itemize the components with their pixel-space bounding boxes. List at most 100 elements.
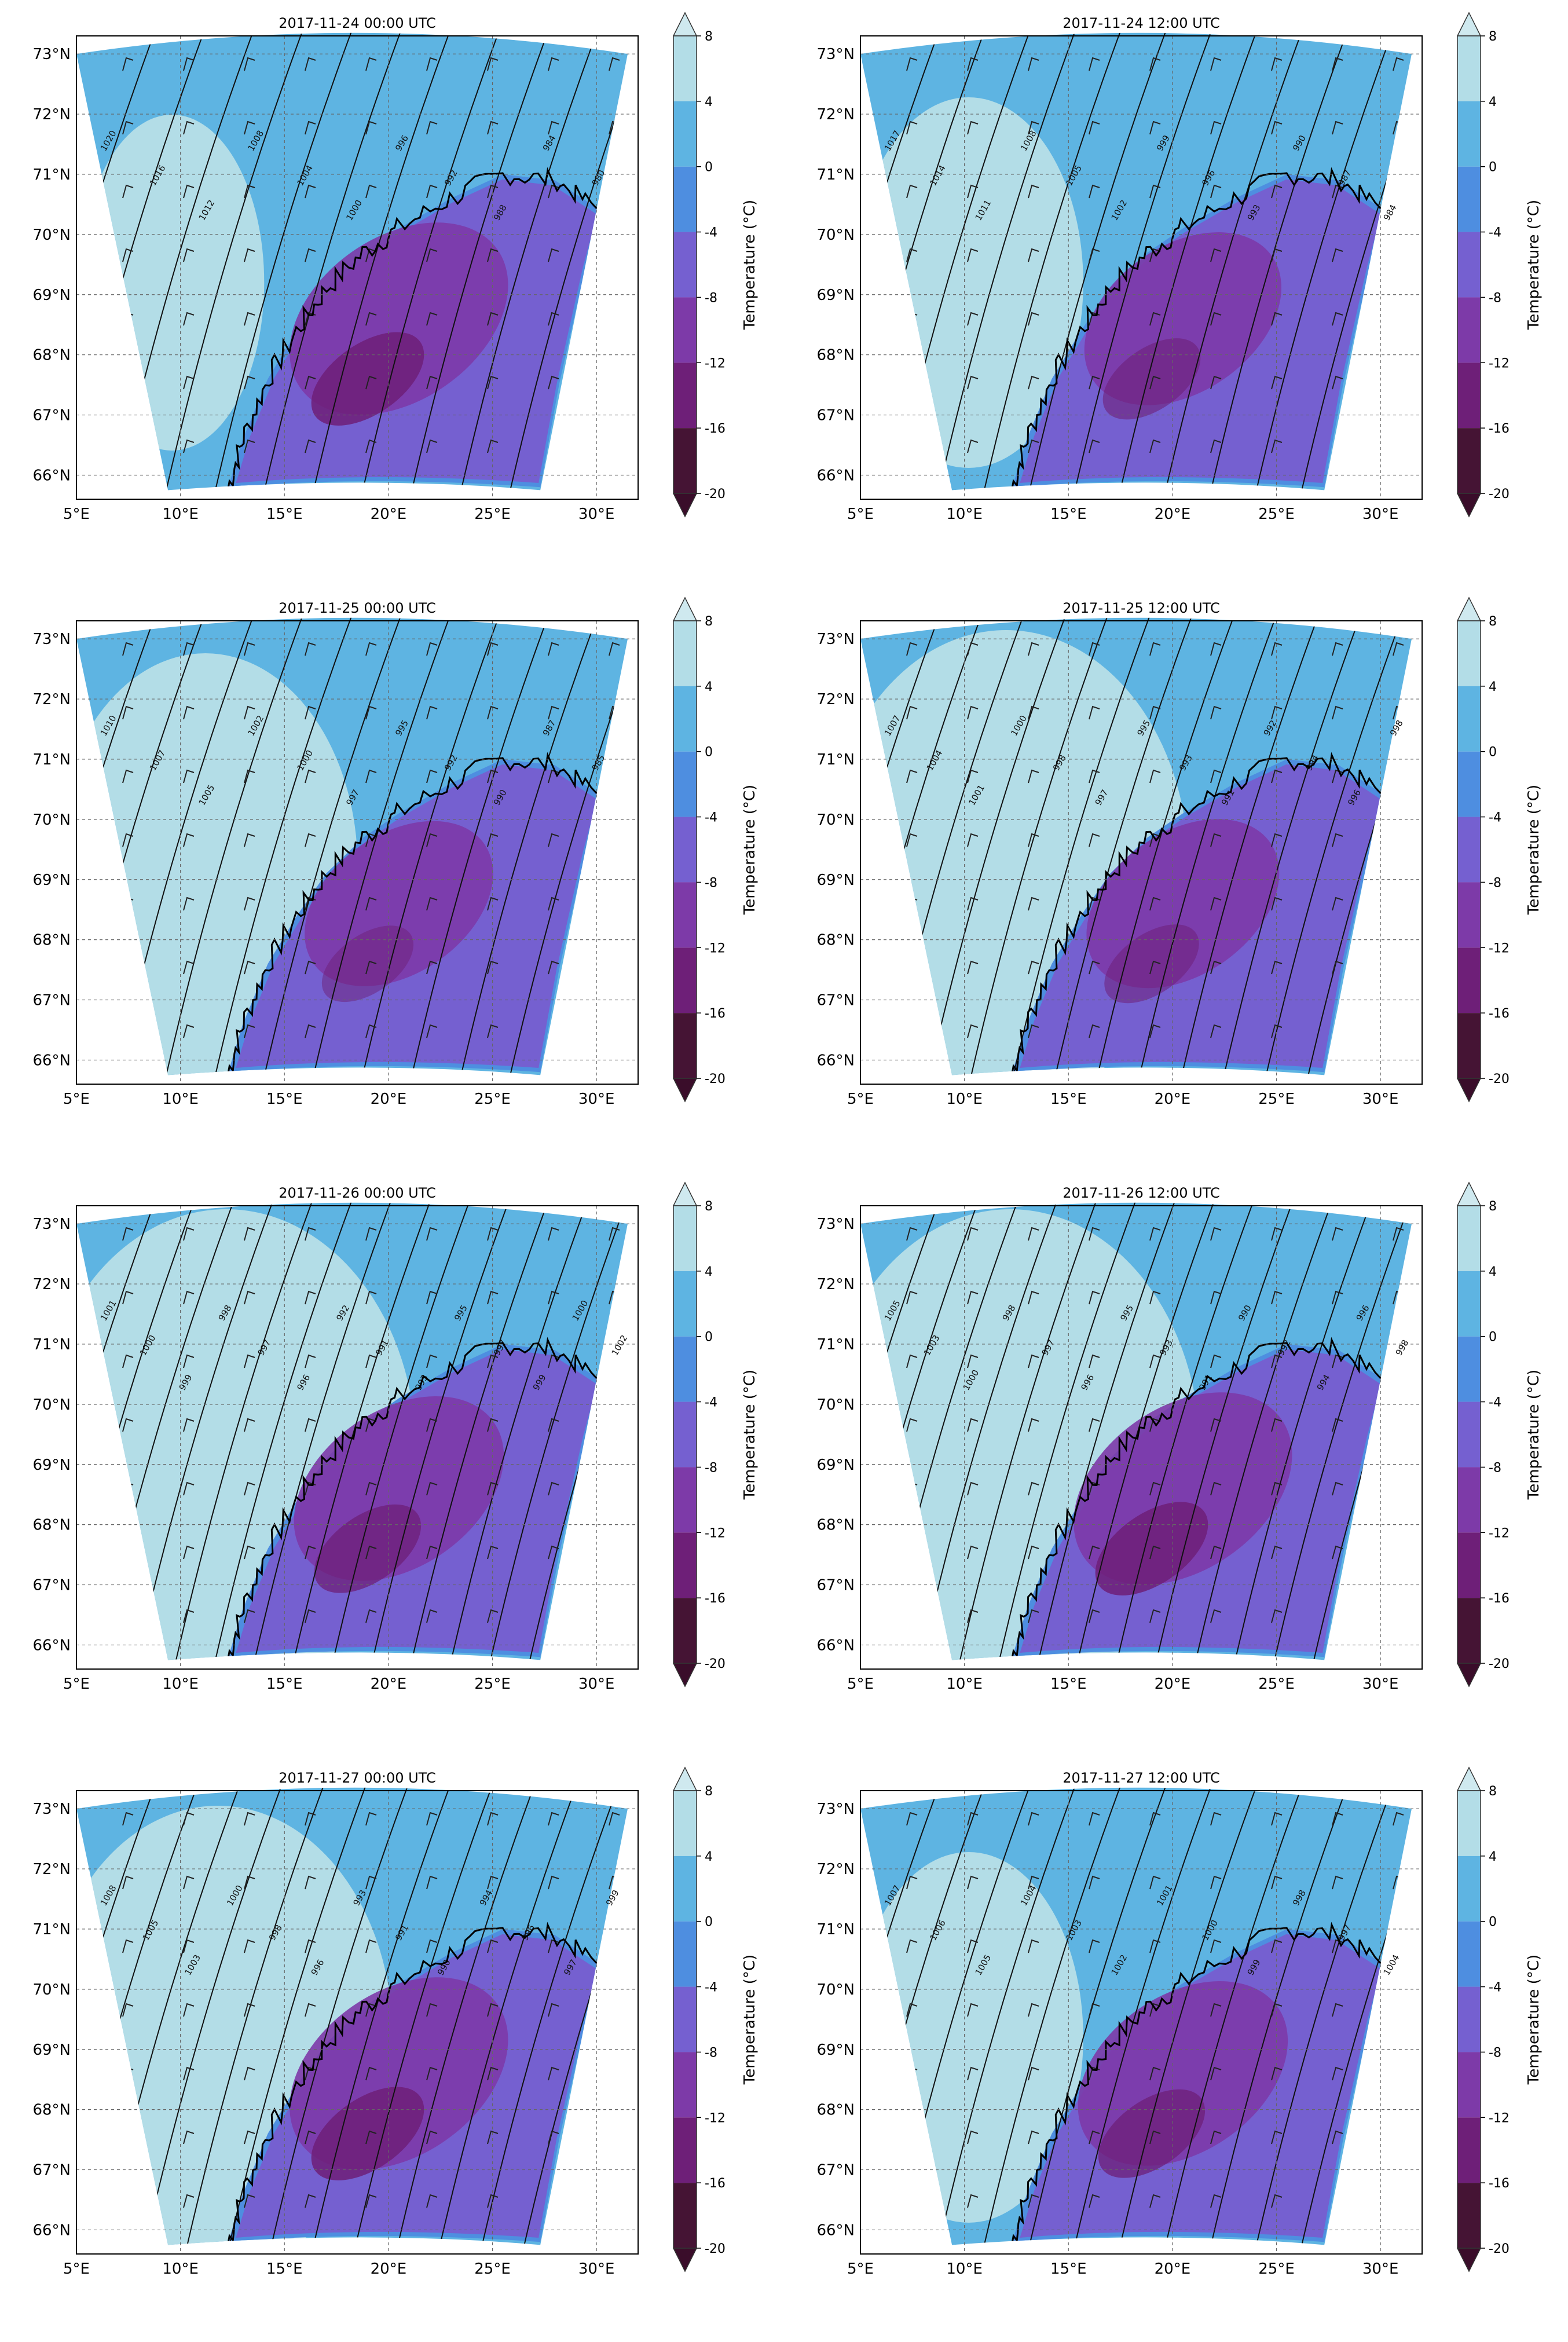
wind-barb xyxy=(122,2130,134,2145)
wind-barb xyxy=(365,2194,377,2208)
wind-barb xyxy=(305,1290,316,1305)
colorbar-extend-low xyxy=(1456,493,1482,518)
wind-barb xyxy=(1271,1418,1283,1432)
lon-tick-label: 25°E xyxy=(474,1091,511,1108)
wind-barb xyxy=(1210,184,1222,199)
wind-barb xyxy=(487,439,499,453)
wind-barb xyxy=(122,375,134,390)
lat-tick-label: 73°N xyxy=(32,1216,71,1233)
isobar-line xyxy=(1113,1787,1260,2245)
wind-barb xyxy=(487,248,499,262)
wind-barb xyxy=(1028,1418,1039,1432)
wind-barb xyxy=(1149,1481,1161,1496)
wind-barb xyxy=(365,1609,377,1623)
wind-barb xyxy=(183,1481,195,1496)
colorbar-band xyxy=(673,1206,697,1271)
wind-barb xyxy=(1210,642,1222,656)
colorbar-extend-low xyxy=(1456,1663,1482,1688)
map-frame xyxy=(76,1790,639,2255)
temperature-field xyxy=(76,617,628,1075)
wind-barb xyxy=(305,833,316,847)
wind-barb xyxy=(1089,1939,1100,1953)
lat-tick-label: 67°N xyxy=(32,992,71,1009)
wind-barb xyxy=(122,1354,134,1368)
wind-barb xyxy=(1028,2194,1039,2208)
isobar-line xyxy=(1049,617,1195,1075)
wind-barb xyxy=(1332,312,1343,326)
lat-tick-label: 73°N xyxy=(32,46,71,63)
wind-barb xyxy=(1210,2066,1222,2081)
lon-tick-label: 15°E xyxy=(1050,506,1087,523)
colorbar-band xyxy=(1457,2117,1481,2183)
lon-tick-label: 25°E xyxy=(1258,1675,1295,1693)
wind-barb xyxy=(1393,2066,1404,2081)
colorbar-tick-label: -20 xyxy=(705,487,726,502)
wind-barb xyxy=(967,1290,979,1305)
wind-barb xyxy=(1210,1812,1222,1826)
wind-barb xyxy=(183,1875,195,1890)
colorbar-tick-label: -20 xyxy=(705,1072,726,1086)
map-frame xyxy=(860,620,1423,1085)
wind-barb xyxy=(1271,1481,1283,1496)
wind-barb xyxy=(365,1418,377,1432)
wind-barb xyxy=(305,1875,316,1890)
wind-barb xyxy=(365,248,377,262)
colorbar-tick-label: -20 xyxy=(1489,1072,1510,1086)
wind-barb xyxy=(305,1024,316,1038)
wind-barb xyxy=(305,184,316,199)
wind-barb xyxy=(1271,1812,1283,1826)
colorbar-tick-label: -16 xyxy=(1489,422,1510,436)
lon-tick-label: 15°E xyxy=(266,1091,303,1108)
wind-barb xyxy=(365,896,377,911)
wind-barb xyxy=(1393,2194,1404,2208)
lat-tick-label: 69°N xyxy=(816,2041,855,2059)
wind-barb xyxy=(906,2130,918,2145)
isobar-line xyxy=(307,617,453,1075)
wind-barb xyxy=(1149,1024,1161,1038)
wind-barb xyxy=(906,1354,918,1368)
wind-barb xyxy=(244,120,255,135)
wind-barb xyxy=(487,375,499,390)
wind-barb xyxy=(1332,1939,1343,1953)
wind-barb xyxy=(609,248,620,262)
wind-barb xyxy=(1028,1939,1039,1953)
wind-barb xyxy=(906,312,918,326)
wind-barb xyxy=(906,2003,918,2017)
isobar-line xyxy=(366,1202,512,1660)
wind-barb xyxy=(906,57,918,71)
map-svg: 2017-11-25 12:00 UTC10071004100110009989… xyxy=(816,597,1543,1108)
lat-tick-label: 73°N xyxy=(816,1216,855,1233)
wind-barb xyxy=(1028,439,1039,453)
wind-barb xyxy=(487,312,499,326)
colorbar-tick-label: 0 xyxy=(1489,745,1497,760)
wind-barb xyxy=(1393,57,1404,71)
lat-tick-label: 66°N xyxy=(816,1052,855,1069)
wind-barb xyxy=(1089,1354,1100,1368)
wind-barb xyxy=(426,1812,438,1826)
wind-barb xyxy=(967,1227,979,1241)
wind-barb xyxy=(487,1939,499,1953)
wind-barb xyxy=(1089,1227,1100,1241)
lon-tick-label: 15°E xyxy=(266,506,303,523)
colorbar-band xyxy=(673,428,697,493)
colorbar-band xyxy=(673,686,697,752)
wind-barb xyxy=(548,248,559,262)
isobar-line xyxy=(208,32,355,491)
lat-tick-label: 70°N xyxy=(32,226,71,244)
lat-tick-label: 68°N xyxy=(32,932,71,949)
wind-barb xyxy=(548,2066,559,2081)
wind-barb xyxy=(244,1354,255,1368)
wind-barb xyxy=(1210,705,1222,720)
wind-barb xyxy=(122,439,134,453)
lat-tick-label: 66°N xyxy=(816,1637,855,1654)
wind-barb xyxy=(1089,1024,1100,1038)
wind-barb xyxy=(1028,1609,1039,1623)
wind-barb xyxy=(1332,1418,1343,1432)
temperature-field xyxy=(860,617,1412,1075)
wind-barb xyxy=(244,248,255,262)
wind-barb xyxy=(305,1812,316,1826)
wind-barb xyxy=(244,1939,255,1953)
map-svg: 2017-11-26 00:00 UTC10011000999998997996… xyxy=(32,1181,759,1693)
colorbar-band xyxy=(673,817,697,883)
wind-barb xyxy=(244,1290,255,1305)
